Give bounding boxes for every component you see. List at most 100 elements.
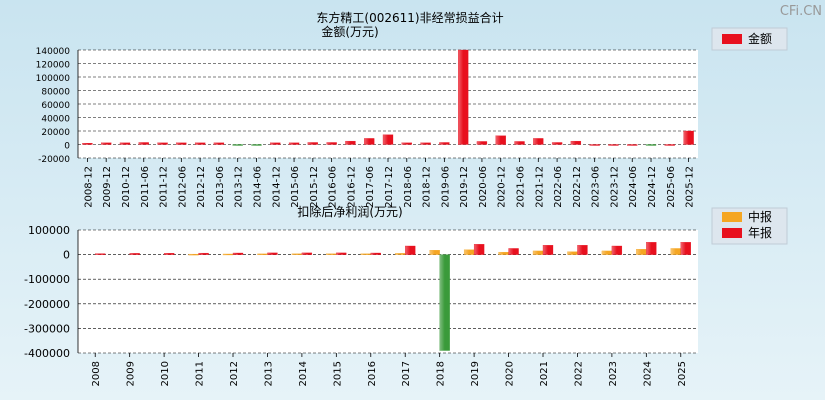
chart-bottom: 扣除后净利润(万元) 100000 0 -100000 -200000 -300000 -… xyxy=(24,204,788,386)
bar-金额 xyxy=(270,142,281,145)
legend-swatch-interim xyxy=(722,212,742,222)
bar-年报 xyxy=(95,253,106,255)
bar-金额 xyxy=(589,144,600,146)
bar-金额 xyxy=(326,142,337,145)
bar-金额 xyxy=(570,140,582,145)
x-tick-label: 2009-12 xyxy=(102,166,113,208)
x-tick-label: 2022 xyxy=(573,361,584,386)
y-tick-label: 20000 xyxy=(41,128,70,138)
bar-年报 xyxy=(301,252,313,255)
bar-年报 xyxy=(129,253,140,255)
bar-年报 xyxy=(646,242,657,255)
bar-年报 xyxy=(473,244,485,255)
bar-年报 xyxy=(542,245,554,255)
bar-金额 xyxy=(345,140,356,145)
bar-金额 xyxy=(251,144,262,146)
chart-top-x-axis: 2008-12 2009-12 2010-12 2011-06 2011-12 2012-… xyxy=(83,158,696,208)
bar-金额 xyxy=(627,144,638,146)
x-tick-label: 2012 xyxy=(229,361,240,386)
watermark: CFi.CN xyxy=(780,4,822,19)
x-tick-label: 2023-06 xyxy=(591,166,602,208)
x-tick-label: 2012-12 xyxy=(196,166,207,208)
bar-年报 xyxy=(611,245,623,255)
y-tick-label: 40000 xyxy=(41,115,70,125)
bar-中报 xyxy=(670,248,681,255)
x-tick-label: 2013-06 xyxy=(215,166,226,208)
bar-金额 xyxy=(382,134,394,145)
x-tick-label: 2025 xyxy=(677,361,688,386)
bar-中报 xyxy=(498,251,509,255)
x-tick-label: 2023 xyxy=(608,361,619,386)
chart-top-subtitle: 金额(万元) xyxy=(321,24,378,39)
bar-中报 xyxy=(326,253,337,255)
bar-中报 xyxy=(463,249,475,255)
bar-金额 xyxy=(420,142,431,145)
x-tick-label: 2023-12 xyxy=(609,166,620,208)
y-tick-label: -400000 xyxy=(24,347,70,360)
x-tick-label: 2010-12 xyxy=(121,166,132,208)
x-tick-label: 2021-12 xyxy=(534,166,545,208)
x-tick-label: 2012-06 xyxy=(177,166,188,208)
x-tick-label: 2011-12 xyxy=(159,166,170,208)
y-tick-label: -300000 xyxy=(24,322,70,335)
bar-年报 xyxy=(439,254,450,351)
bar-金额 xyxy=(495,135,506,145)
x-tick-label: 2018 xyxy=(436,361,447,386)
x-tick-label: 2011-06 xyxy=(140,166,151,208)
y-tick-label: 0 xyxy=(64,142,70,152)
x-tick-label: 2013 xyxy=(263,361,274,386)
bar-金额 xyxy=(194,142,206,145)
bar-中报 xyxy=(532,250,544,255)
bar-年报 xyxy=(163,253,175,255)
bar-金额 xyxy=(514,141,525,145)
x-tick-label: 2013-12 xyxy=(234,166,245,208)
x-tick-label: 2020-06 xyxy=(478,166,489,208)
x-tick-label: 2009 xyxy=(126,361,137,386)
x-tick-label: 2016 xyxy=(367,361,378,386)
x-tick-label: 2016-06 xyxy=(328,166,339,208)
chart-top-bars xyxy=(82,49,694,146)
x-tick-label: 2025-06 xyxy=(666,166,677,208)
bar-年报 xyxy=(370,252,381,255)
y-tick-label: 60000 xyxy=(41,101,70,111)
x-tick-label: 2025-12 xyxy=(685,166,696,208)
x-tick-label: 2014-06 xyxy=(252,166,263,208)
x-tick-label: 2015-06 xyxy=(290,166,301,208)
bar-金额 xyxy=(101,142,112,145)
legend-swatch-amount xyxy=(722,34,742,44)
chart-bottom-bars xyxy=(95,242,691,351)
y-tick-label: 100000 xyxy=(28,224,70,237)
bar-金额 xyxy=(364,138,375,145)
bar-金额 xyxy=(307,142,318,145)
x-tick-label: 2021 xyxy=(539,361,550,386)
x-tick-label: 2017 xyxy=(401,361,412,386)
x-tick-label: 2022-12 xyxy=(572,166,583,208)
x-tick-label: 2021-06 xyxy=(516,166,527,208)
bar-年报 xyxy=(508,248,519,255)
bar-金额 xyxy=(401,142,412,145)
chart-top-y-axis: 140000 120000 100000 80000 60000 40000 20000 0 -… xyxy=(36,47,71,165)
legend-label-amount: 金额 xyxy=(748,31,772,46)
y-tick-label: -20000 xyxy=(38,155,70,165)
bar-年报 xyxy=(405,245,416,255)
legend-label-annual: 年报 xyxy=(748,225,772,240)
bar-中报 xyxy=(395,253,406,255)
x-tick-label: 2019 xyxy=(470,361,481,386)
bar-金额 xyxy=(533,138,544,145)
bar-年报 xyxy=(577,245,588,255)
x-tick-label: 2018-12 xyxy=(422,166,433,208)
bar-中报 xyxy=(188,253,199,256)
bar-中报 xyxy=(567,251,578,255)
x-tick-label: 2011 xyxy=(195,361,206,386)
x-tick-label: 2016-12 xyxy=(346,166,357,208)
x-tick-label: 2008-12 xyxy=(83,166,94,208)
bar-中报 xyxy=(222,253,234,256)
chart-bottom-y-axis: 100000 0 -100000 -200000 -300000 -400000 xyxy=(24,224,70,360)
bar-中报 xyxy=(257,253,268,256)
x-tick-label: 2019-06 xyxy=(440,166,451,208)
bar-金额 xyxy=(664,144,675,146)
x-tick-label: 2020 xyxy=(505,361,516,386)
bar-金额 xyxy=(683,130,694,145)
bar-中报 xyxy=(429,250,440,255)
